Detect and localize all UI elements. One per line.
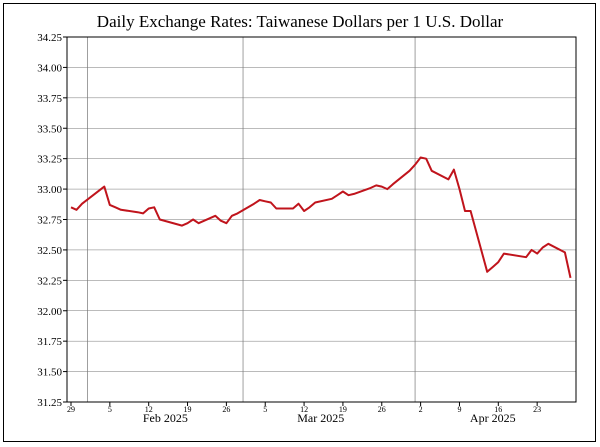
outer-frame <box>3 3 596 442</box>
y-tick-label: 33.50 <box>37 123 62 135</box>
x-tick-label: 29 <box>67 405 75 414</box>
y-tick-label: 31.75 <box>37 336 62 348</box>
x-tick-label: 23 <box>533 405 541 414</box>
y-tick-label: 31.25 <box>37 397 62 409</box>
x-month-label: Apr 2025 <box>470 411 516 425</box>
y-tick-label: 32.75 <box>37 215 62 227</box>
series-line <box>70 156 572 279</box>
x-tick-label: 12 <box>300 405 308 414</box>
chart-title: Daily Exchange Rates: Taiwanese Dollars … <box>97 12 504 31</box>
y-tick-label: 33.00 <box>37 184 62 196</box>
x-tick-label: 19 <box>339 405 347 414</box>
y-tick-label: 33.75 <box>37 93 62 105</box>
x-tick-label: 12 <box>145 405 153 414</box>
x-month-label: Mar 2025 <box>297 411 344 425</box>
y-axis-ticks: 31.25 31.50 31.75 32.00 32.25 32.50 32.75 33.00… <box>37 32 67 409</box>
y-tick-label: 34.25 <box>37 32 62 44</box>
x-month-label: Feb 2025 <box>143 411 188 425</box>
y-tick-label: 32.00 <box>37 306 62 318</box>
x-axis-ticks: 29 5 12 19 26 5 12 19 26 2 9 16 23 <box>67 402 541 414</box>
x-tick-label: 16 <box>494 405 502 414</box>
y-tick-label: 34.00 <box>37 62 62 74</box>
x-tick-label: 5 <box>263 405 267 414</box>
x-tick-label: 26 <box>222 405 230 414</box>
month-labels: Feb 2025 Mar 2025 Apr 2025 <box>143 411 516 425</box>
x-tick-label: 2 <box>419 405 423 414</box>
plot-area-frame <box>66 36 577 403</box>
x-tick-label: 9 <box>457 405 461 414</box>
series-layer <box>70 156 572 279</box>
x-tick-label: 19 <box>184 405 192 414</box>
y-tick-label: 32.25 <box>37 275 62 287</box>
y-tick-label: 31.50 <box>37 367 62 379</box>
x-tick-label: 26 <box>378 405 386 414</box>
y-tick-label: 33.25 <box>37 154 62 166</box>
x-tick-label: 5 <box>108 405 112 414</box>
y-tick-label: 32.50 <box>37 245 62 257</box>
